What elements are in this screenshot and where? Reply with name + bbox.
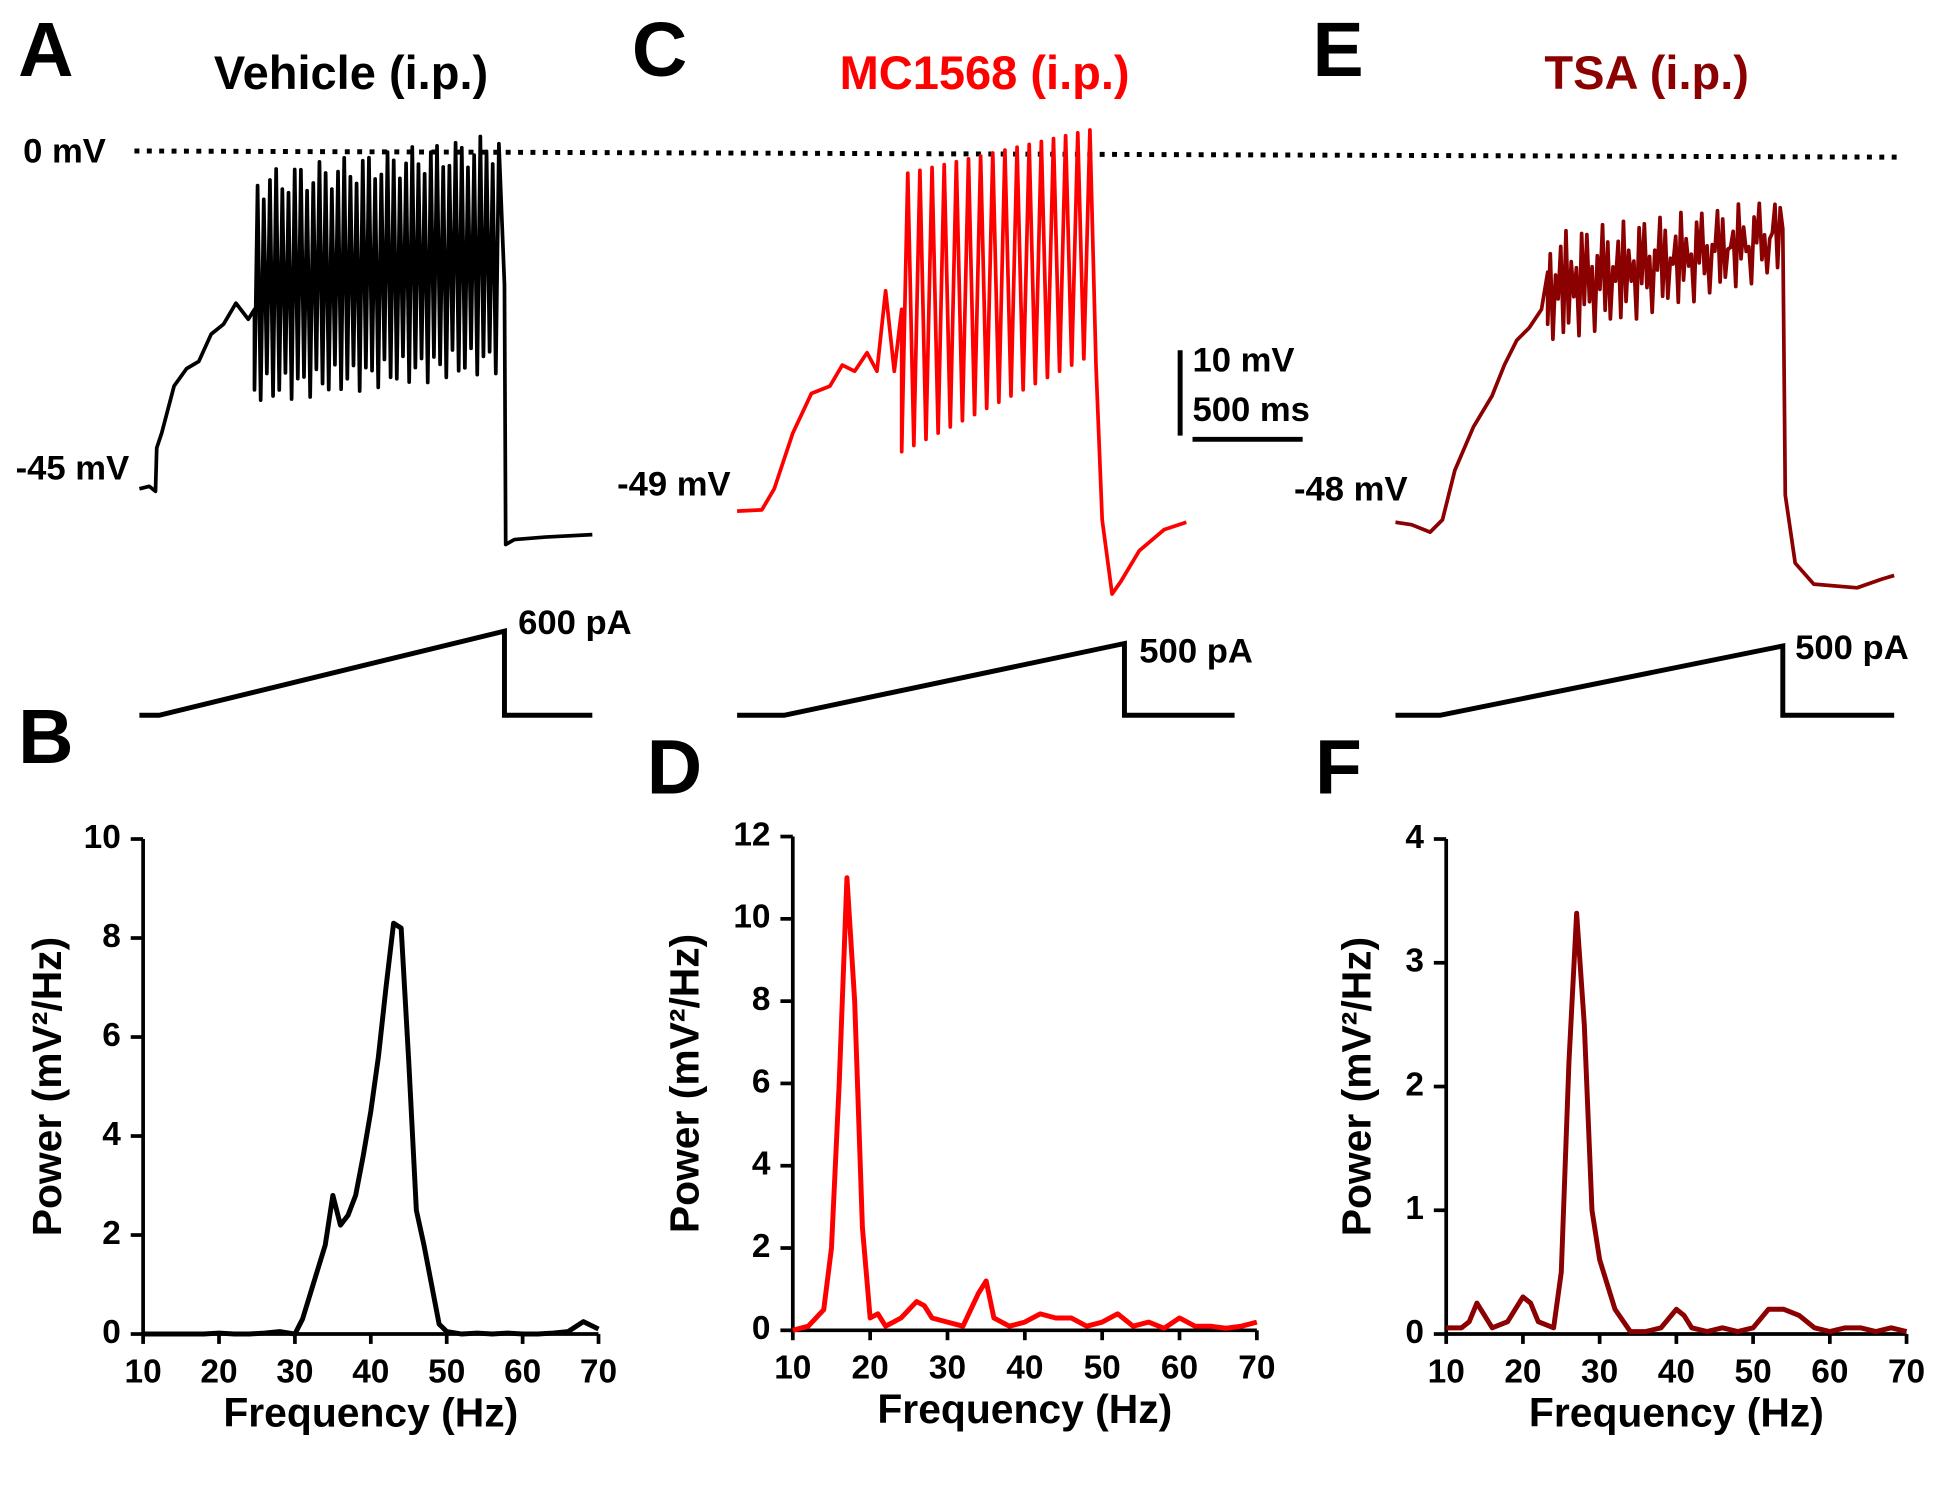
y-tick-label: 6 xyxy=(752,1063,771,1100)
y-tick-label: 6 xyxy=(102,1017,121,1054)
rest-potential: -49 mV xyxy=(617,465,731,503)
x-tick-label: 60 xyxy=(1161,1350,1198,1387)
spectrum-line xyxy=(143,920,600,1337)
x-tick-label: 10 xyxy=(774,1350,811,1387)
spectrum-line xyxy=(792,875,1258,1333)
x-tick-label: 30 xyxy=(276,1353,313,1390)
x-tick-label: 20 xyxy=(1504,1353,1541,1390)
current-ramp xyxy=(737,640,1235,718)
current-label: 500 pA xyxy=(1795,629,1909,667)
y-tick-label: 10 xyxy=(84,819,121,856)
x-tick-label: 30 xyxy=(929,1350,966,1387)
y-tick-label: 8 xyxy=(102,918,121,955)
x-axis-label: Frequency (Hz) xyxy=(1529,1389,1824,1435)
x-tick-label: 10 xyxy=(1428,1353,1465,1390)
current-label: 500 pA xyxy=(1139,633,1253,671)
panel-letter: D xyxy=(647,726,702,811)
x-tick-label: 60 xyxy=(504,1353,541,1390)
panel-letter: F xyxy=(1315,726,1362,811)
x-tick-label: 50 xyxy=(428,1353,465,1390)
x-tick-label: 40 xyxy=(1006,1350,1043,1387)
x-tick-label: 20 xyxy=(852,1350,889,1387)
y-tick-label: 2 xyxy=(1405,1066,1424,1103)
y-tick-label: 4 xyxy=(752,1146,771,1183)
y-axis-label: Power (mV²/Hz) xyxy=(661,934,707,1233)
y-axis-label: Power (mV²/Hz) xyxy=(24,937,70,1236)
x-tick-label: 10 xyxy=(125,1353,162,1390)
panel-letter: E xyxy=(1313,8,1364,93)
y-tick-label: 4 xyxy=(102,1116,121,1153)
x-tick-label: 50 xyxy=(1084,1350,1121,1387)
scale-time: 500 ms xyxy=(1193,391,1310,429)
zero-label: 0 mV xyxy=(23,133,106,171)
y-tick-label: 4 xyxy=(1405,819,1424,856)
panel-title: Vehicle (i.p.) xyxy=(214,46,488,99)
panel-letter: B xyxy=(18,695,73,780)
current-ramp xyxy=(139,627,593,718)
y-axis-label: Power (mV²/Hz) xyxy=(1333,937,1379,1236)
y-tick-label: 0 xyxy=(752,1310,771,1347)
rest-potential: -45 mV xyxy=(16,449,130,487)
y-tick-label: 2 xyxy=(102,1215,121,1252)
x-tick-label: 40 xyxy=(352,1353,389,1390)
y-tick-label: 0 xyxy=(102,1314,121,1351)
x-axis-label: Frequency (Hz) xyxy=(223,1389,518,1435)
voltage-trace xyxy=(1395,201,1895,590)
panel-letter: C xyxy=(632,8,687,93)
panel-title: MC1568 (i.p.) xyxy=(840,46,1130,99)
panel-title: TSA (i.p.) xyxy=(1544,46,1749,99)
y-tick-label: 3 xyxy=(1405,943,1424,980)
x-tick-label: 70 xyxy=(1888,1353,1925,1390)
x-tick-label: 70 xyxy=(580,1353,617,1390)
panel-letter: A xyxy=(18,8,73,93)
y-tick-label: 0 xyxy=(1405,1314,1424,1351)
current-ramp xyxy=(1395,642,1895,718)
voltage-trace xyxy=(138,134,593,547)
x-tick-label: 20 xyxy=(200,1353,237,1390)
x-axis-label: Frequency (Hz) xyxy=(877,1386,1172,1432)
y-tick-label: 8 xyxy=(752,981,771,1018)
scale-voltage: 10 mV xyxy=(1193,342,1295,380)
x-tick-label: 30 xyxy=(1581,1353,1618,1390)
x-tick-label: 60 xyxy=(1811,1353,1848,1390)
spectrum-line xyxy=(1446,910,1908,1335)
y-tick-label: 12 xyxy=(733,816,770,853)
y-tick-label: 10 xyxy=(733,899,770,936)
y-tick-label: 1 xyxy=(1405,1190,1424,1227)
rest-potential: -48 mV xyxy=(1294,470,1408,508)
current-label: 600 pA xyxy=(518,604,632,642)
x-tick-label: 50 xyxy=(1735,1353,1772,1390)
x-tick-label: 70 xyxy=(1238,1350,1275,1387)
voltage-trace xyxy=(737,128,1187,596)
y-tick-label: 2 xyxy=(752,1228,771,1265)
x-tick-label: 40 xyxy=(1658,1353,1695,1390)
